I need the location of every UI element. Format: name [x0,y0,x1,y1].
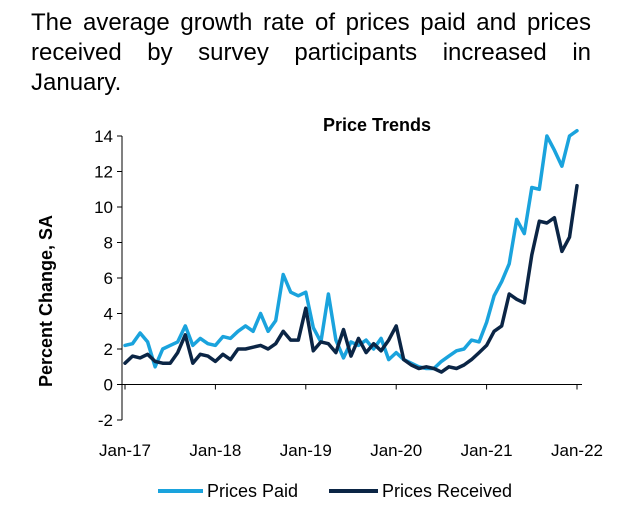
x-tick-label: Jan-17 [99,441,151,460]
chart-legend: Prices Paid Prices Received [158,481,512,501]
chart-title: Price Trends [323,115,431,135]
x-tick-label: Jan-19 [280,441,332,460]
y-tick-label: -2 [98,411,113,430]
x-tick-label: Jan-18 [189,441,241,460]
chart-lines [123,128,579,374]
x-axis-ticks: Jan-17 Jan-18 Jan-19 Jan-20 Jan-21 Jan-22 [99,384,603,460]
chart-axes [121,136,582,420]
y-tick-label: 10 [94,198,113,217]
series-line-prices-received [123,183,579,374]
y-axis-ticks: -2 0 2 4 6 8 10 12 14 [94,127,122,430]
y-axis-label: Percent Change, SA [36,215,56,387]
y-tick-label: 6 [104,269,113,288]
y-tick-label: 2 [104,340,113,359]
y-tick-label: 12 [94,163,113,182]
y-tick-label: 8 [104,234,113,253]
legend-label: Prices Received [382,481,512,501]
y-tick-label: 0 [104,376,113,395]
x-tick-label: Jan-20 [370,441,422,460]
y-tick-label: 4 [104,305,113,324]
x-tick-label: Jan-22 [551,441,603,460]
x-tick-label: Jan-21 [461,441,513,460]
y-tick-label: 14 [94,127,113,146]
legend-label: Prices Paid [207,481,298,501]
headline-text: The average growth rate of prices paid a… [31,9,591,96]
series-line-prices-paid [123,128,579,371]
